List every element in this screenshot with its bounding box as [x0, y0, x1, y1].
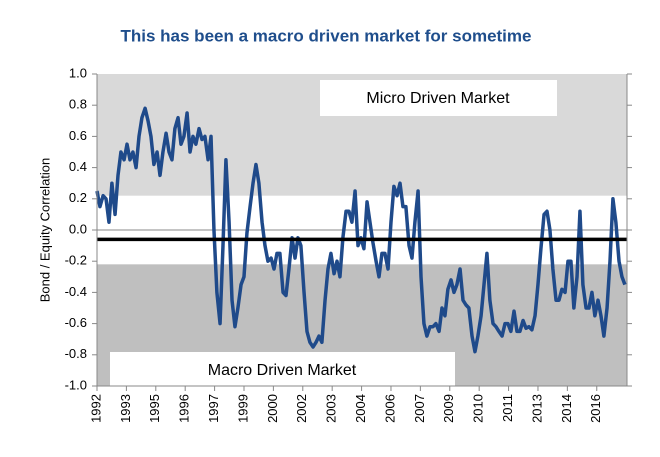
y-tick-label: 0.2	[69, 190, 87, 205]
y-tick-label: 0.6	[69, 128, 87, 143]
x-tick-label: 1993	[118, 394, 133, 423]
x-tick-label: 2006	[382, 394, 397, 423]
x-tick-label: 2003	[324, 394, 339, 423]
y-tick-label: -1.0	[65, 377, 87, 392]
y-axis-label: Bond / Equity Correlation	[37, 158, 52, 303]
x-tick-label: 2013	[529, 394, 544, 423]
y-tick-label: 0.8	[69, 97, 87, 112]
x-tick-label: 1997	[206, 394, 221, 423]
plot	[95, 106, 627, 354]
y-tick-label: 1.0	[69, 65, 87, 80]
x-tick-label: 2002	[294, 394, 309, 423]
x-tick-label: 1992	[88, 394, 103, 423]
chart-title: This has been a macro driven market for …	[121, 26, 532, 45]
x-tick-label: 2000	[265, 394, 280, 423]
x-tick-label: 1999	[235, 394, 250, 423]
annotation: Macro Driven Market	[208, 362, 357, 379]
y-tick-label: 0.0	[69, 221, 87, 236]
y-tick-label: 0.4	[69, 159, 87, 174]
x-tick-label: 1996	[177, 394, 192, 423]
x-tick-label: 2010	[471, 394, 486, 423]
y-tick-label: -0.6	[65, 315, 87, 330]
annotation: Micro Driven Market	[366, 90, 510, 107]
y-tick-label: -0.2	[65, 253, 87, 268]
y-tick-label: -0.8	[65, 346, 87, 361]
x-tick-label: 2014	[559, 394, 574, 423]
annotation-box	[320, 80, 557, 116]
axes: 1.00.80.60.40.20.0-0.2-0.4-0.6-0.8-1.019…	[65, 65, 632, 423]
annotation-box	[110, 352, 455, 386]
x-tick-label: 1995	[147, 394, 162, 423]
x-tick-label: 2007	[412, 394, 427, 423]
x-tick-label: 2011	[500, 394, 515, 422]
x-tick-label: 2004	[353, 394, 368, 423]
y-tick-label: -0.4	[65, 284, 87, 299]
x-tick-label: 2009	[441, 394, 456, 423]
x-tick-label: 2016	[588, 394, 603, 423]
